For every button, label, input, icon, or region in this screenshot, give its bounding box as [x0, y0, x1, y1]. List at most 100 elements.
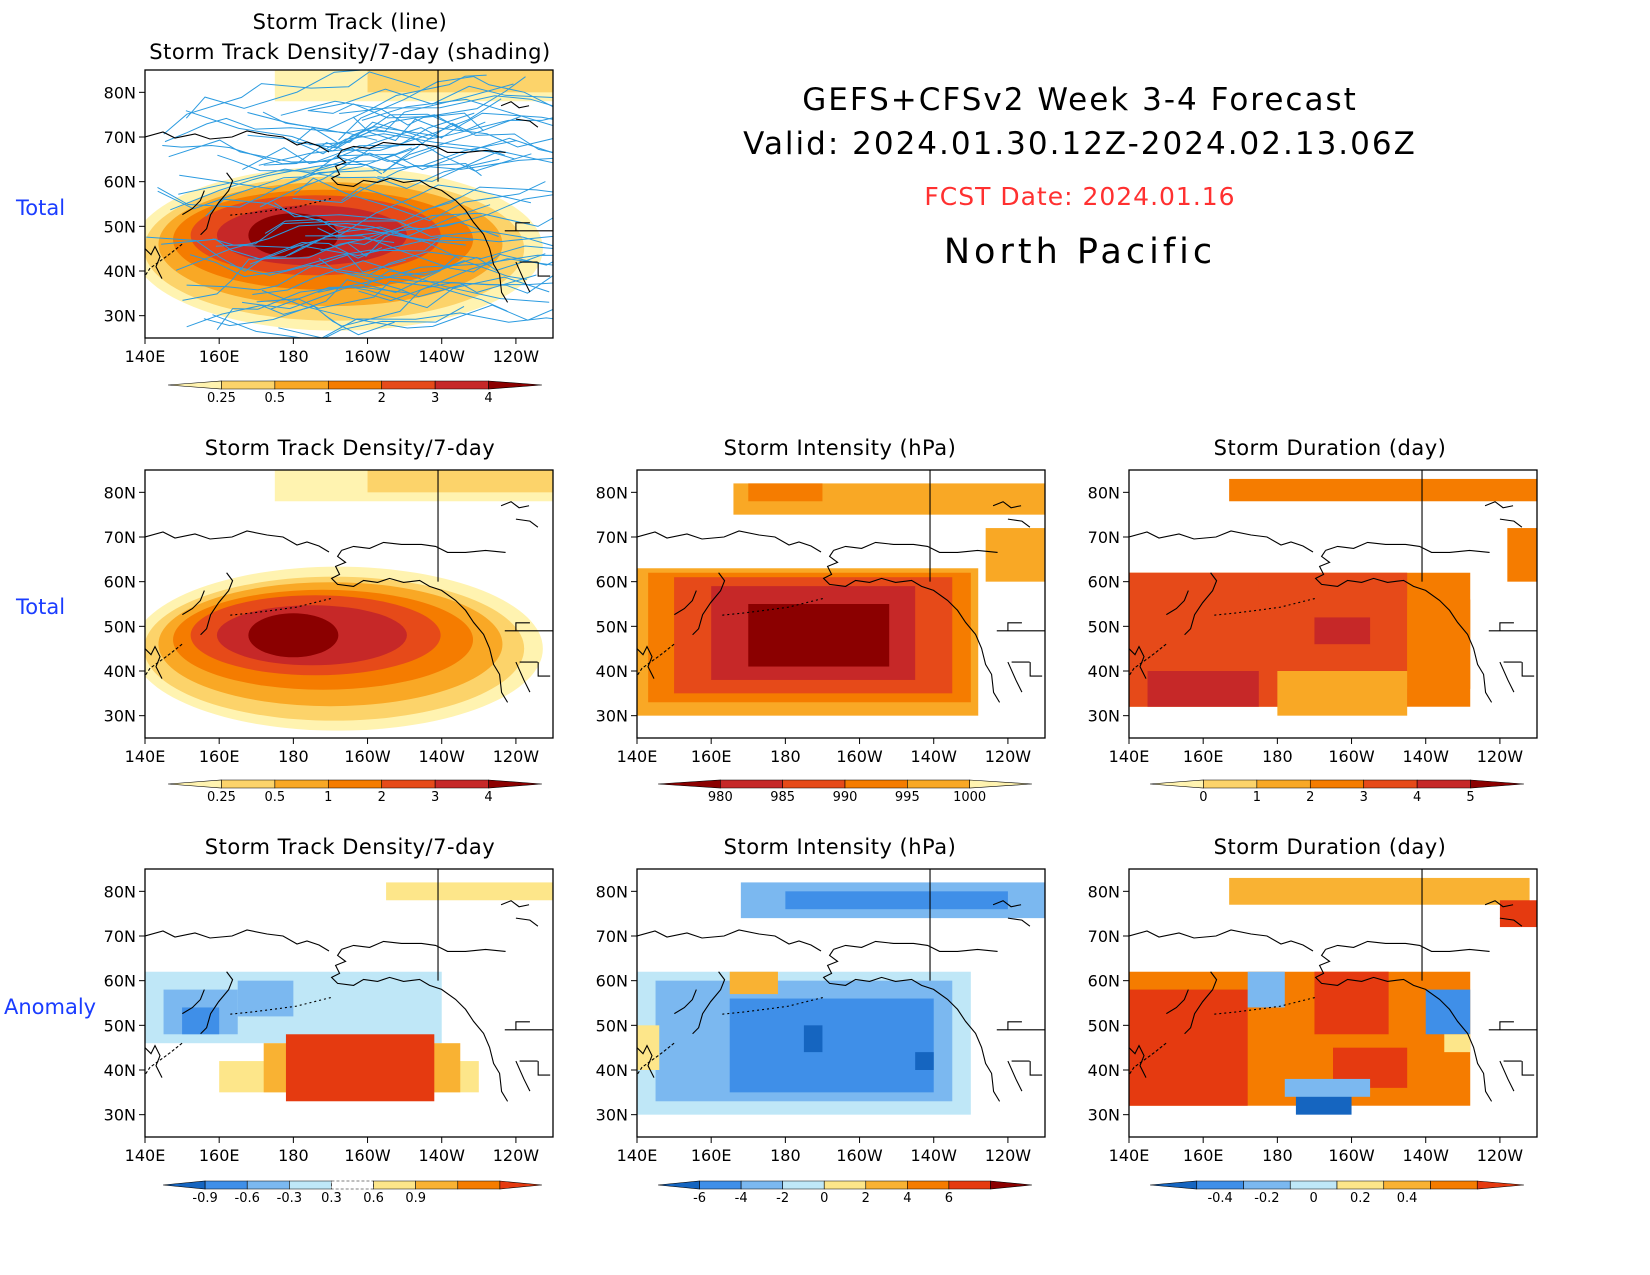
colorbar-label: -0.3: [277, 1191, 302, 1206]
lon-label: 140W: [419, 1146, 466, 1165]
lon-label: 120W: [985, 1146, 1032, 1165]
colorbar-swatch: [221, 380, 276, 390]
colorbar-label: 0.25: [207, 391, 236, 406]
colorbar-label: 3: [431, 391, 439, 406]
coastline-kamchatka: [674, 971, 726, 1035]
lon-label: 140E: [617, 1146, 658, 1165]
colorbar-label: 0.9: [405, 1191, 426, 1206]
storm-track-line: [292, 157, 553, 204]
duration-cell: [1258, 577, 1371, 591]
colorbar-label: 0: [820, 1191, 828, 1206]
storm-track-line: [377, 150, 553, 182]
map-frame: [144, 469, 554, 739]
lon-label: 160E: [1183, 747, 1224, 766]
lat-label: 60N: [1088, 972, 1120, 991]
colorbar-swatch: [969, 779, 1033, 789]
colorbar-label: 0: [1309, 1191, 1317, 1206]
lon-label: 180: [770, 747, 801, 766]
lat-label: 30N: [104, 1106, 136, 1125]
us-state-borders: [504, 622, 553, 693]
colorbar-label: 2: [862, 1191, 870, 1206]
map-frame: [144, 868, 554, 1138]
colorbar-swatch: [657, 779, 721, 789]
storm-track-line: [367, 245, 553, 277]
map-frame: [1128, 868, 1538, 1138]
colorbar-swatch: [657, 1180, 700, 1190]
storm-track-line: [162, 144, 416, 165]
colorbar-swatch: [162, 1180, 206, 1190]
colorbar-label: 2: [378, 391, 386, 406]
duration-anomaly-cell: [1129, 989, 1248, 1106]
duration-cell: [1314, 617, 1371, 645]
storm-track-line: [324, 258, 553, 327]
colorbar-label: -6: [693, 1191, 706, 1206]
map-field: [637, 869, 1045, 1115]
colorbar-swatch: [1430, 1180, 1478, 1190]
storm-track-line: [185, 110, 464, 152]
us-state-borders: [504, 1021, 553, 1092]
storm-track-line: [168, 127, 443, 163]
coastline-japan: [1129, 1044, 1147, 1078]
lon-label: 160E: [1183, 1146, 1224, 1165]
intensity-cell: [985, 528, 1045, 582]
colorbar-swatch: [1363, 779, 1418, 789]
coastline-arctic: [1484, 900, 1523, 927]
coastline-arctic: [500, 501, 539, 528]
colorbar-swatch: [907, 1180, 950, 1190]
storm-track-line: [212, 305, 465, 338]
us-state-borders: [996, 622, 1045, 693]
fcst-date: FCST Date: 2024.01.16: [924, 182, 1236, 211]
colorbar-label: 0.2: [1350, 1191, 1371, 1206]
coastline-kamchatka: [674, 572, 726, 636]
colorbar-swatch: [415, 1180, 459, 1190]
colorbar-label: -0.4: [1207, 1191, 1232, 1206]
intensity-anom-title: Storm Intensity (hPa): [723, 835, 957, 859]
coastline-siberia: [1129, 530, 1314, 553]
storm-track-line: [252, 260, 550, 303]
lon-label: 180: [278, 747, 309, 766]
map-field: [1129, 869, 1537, 1115]
aleutian-islands: [1214, 996, 1317, 1015]
coastline-alaska-canada: [822, 541, 1001, 703]
lon-label: 160W: [1328, 747, 1375, 766]
colorbar-swatch: [327, 380, 383, 390]
colorbar-swatch: [274, 380, 329, 390]
lat-label: 70N: [596, 927, 628, 946]
lat-label: 60N: [104, 173, 136, 192]
colorbar-label: 6: [945, 1191, 953, 1206]
map-field: [1129, 470, 1537, 716]
duration-anomaly-cell: [1247, 971, 1285, 1008]
storm-track-line: [296, 127, 532, 172]
storm-track-line: [317, 254, 553, 293]
storm-track-line: [326, 112, 553, 149]
lon-label: 120W: [1477, 747, 1524, 766]
lon-label: 160W: [1328, 1146, 1375, 1165]
intensity-anomaly-cell: [729, 971, 778, 995]
colorbar-swatch: [381, 779, 436, 789]
coastline-alaska-canada: [822, 940, 1001, 1102]
colorbar-label: 990: [833, 790, 858, 805]
colorbar-label: -0.2: [1254, 1191, 1279, 1206]
aleutian-islands: [722, 996, 825, 1015]
colorbar-intensity-total: 980 985 990 995 1000: [657, 779, 1033, 805]
density-anom-title: Storm Track Density/7-day: [204, 835, 496, 859]
storm-track-line: [338, 75, 553, 141]
track-title-line2: Storm Track Density/7-day (shading): [149, 40, 551, 64]
colorbar-label: 1: [324, 391, 332, 406]
forecast-title: GEFS+CFSv2 Week 3-4 Forecast: [802, 82, 1358, 118]
density-band: [367, 470, 553, 493]
lon-label: 160W: [344, 347, 391, 366]
lat-label: 40N: [1088, 662, 1120, 681]
coastline-alaska-canada: [330, 541, 509, 703]
colorbar-label: 985: [770, 790, 795, 805]
storm-track-line: [217, 152, 482, 177]
coastline-arctic: [992, 900, 1031, 927]
valid-range: Valid: 2024.01.30.12Z-2024.02.13.06Z: [743, 126, 1417, 162]
colorbar-swatch: [1203, 779, 1258, 789]
intensity-total-map: 80N 70N 60N 50N 40N 30N 140E 160E 180 160W 140W 120…: [596, 469, 1046, 766]
colorbar-label: 4: [903, 1191, 911, 1206]
colorbar-density-anomaly: -0.9 -0.6 -0.3 0.3 0.6 0.9: [162, 1180, 543, 1206]
colorbar-swatch: [499, 1180, 543, 1190]
colorbar-swatch: [865, 1180, 908, 1190]
aleutian-islands: [230, 597, 333, 616]
